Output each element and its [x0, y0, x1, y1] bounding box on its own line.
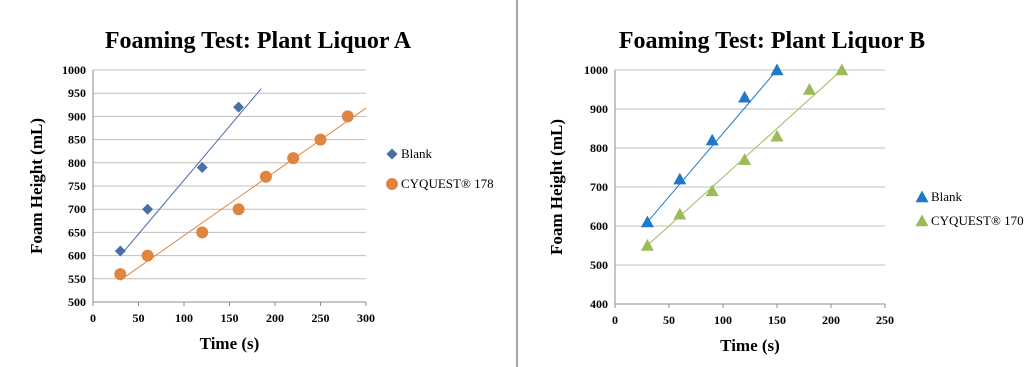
x-tick-label: 50 — [663, 313, 675, 327]
y-tick-label: 500 — [590, 258, 608, 272]
y-tick-label: 800 — [590, 141, 608, 155]
x-tick-label: 0 — [90, 311, 96, 325]
data-point — [314, 133, 327, 146]
chart-liquor-a: Foaming Test: Plant Liquor A500550600650… — [27, 28, 494, 353]
y-tick-label: 800 — [68, 156, 86, 170]
data-point — [114, 268, 127, 281]
data-point — [705, 184, 719, 197]
chart-panel-liquor-b: Foaming Test: Plant Liquor B 400 500 600 700… — [522, 0, 1034, 367]
chart-panel-liquor-a: Foaming Test: Plant Liquor A 500 550 600 650… — [0, 0, 515, 367]
x-tick-label: 0 — [612, 313, 618, 327]
y-tick-label: 1000 — [62, 63, 86, 77]
chart-title: Foaming Test: Plant Liquor B — [619, 28, 925, 54]
y-tick-label: 500 — [68, 295, 86, 309]
data-point — [142, 203, 154, 215]
y-tick-label: 600 — [590, 219, 608, 233]
data-point — [770, 129, 784, 142]
data-point — [196, 161, 208, 173]
y-tick-label: 950 — [68, 86, 86, 100]
y-tick-label: 400 — [590, 297, 608, 311]
x-tick-label: 150 — [768, 313, 786, 327]
x-axis-title: Time (s) — [720, 336, 780, 355]
x-tick-label: 100 — [714, 313, 732, 327]
y-tick-label: 700 — [68, 202, 86, 216]
x-axis-title: Time (s) — [200, 334, 260, 353]
data-point — [705, 133, 719, 146]
data-point — [835, 63, 849, 76]
chart-title: Foaming Test: Plant Liquor A — [105, 28, 412, 54]
chart-liquor-b: Foaming Test: Plant Liquor B400500600700… — [547, 28, 1024, 355]
x-tick-label: 250 — [312, 311, 330, 325]
data-point — [287, 152, 300, 165]
data-point — [259, 170, 272, 183]
legend-label: Blank — [931, 189, 963, 204]
y-tick-label: 700 — [590, 180, 608, 194]
legend-label: CYQUEST® 170 — [931, 213, 1024, 228]
data-point — [640, 239, 654, 251]
y-tick-label: 850 — [68, 133, 86, 147]
data-point — [141, 249, 154, 262]
data-point — [802, 83, 816, 95]
x-tick-label: 200 — [266, 311, 284, 325]
y-axis-title: Foam Height (mL) — [547, 119, 566, 255]
x-tick-label: 100 — [175, 311, 193, 325]
data-point — [673, 207, 687, 220]
legend-label: Blank — [401, 146, 433, 161]
data-point — [673, 172, 687, 185]
data-point — [114, 245, 126, 257]
y-tick-label: 1000 — [584, 63, 608, 77]
y-axis-title: Foam Height (mL) — [27, 118, 46, 254]
trendline-cyquest — [120, 107, 367, 281]
y-tick-label: 550 — [68, 272, 86, 286]
y-tick-label: 650 — [68, 225, 86, 239]
y-tick-label: 750 — [68, 179, 86, 193]
data-point — [770, 63, 784, 76]
panel-divider — [516, 0, 518, 367]
data-point — [738, 153, 752, 165]
data-point — [233, 101, 245, 113]
x-tick-label: 300 — [357, 311, 375, 325]
trendline-blank — [647, 69, 778, 223]
data-point — [232, 203, 245, 216]
legend-marker — [386, 148, 398, 160]
legend-marker — [386, 178, 398, 190]
data-point — [738, 90, 752, 103]
data-point — [640, 215, 654, 228]
trendline-blank — [119, 88, 262, 256]
x-tick-label: 250 — [876, 313, 894, 327]
y-tick-label: 900 — [68, 109, 86, 123]
legend-marker — [915, 190, 929, 203]
x-tick-label: 50 — [133, 311, 145, 325]
y-tick-label: 900 — [590, 102, 608, 116]
data-point — [196, 226, 209, 239]
y-tick-label: 600 — [68, 249, 86, 263]
x-tick-label: 200 — [822, 313, 840, 327]
legend-marker — [915, 214, 929, 227]
data-point — [341, 110, 354, 123]
legend-label: CYQUEST® 178 — [401, 176, 494, 191]
x-tick-label: 150 — [221, 311, 239, 325]
